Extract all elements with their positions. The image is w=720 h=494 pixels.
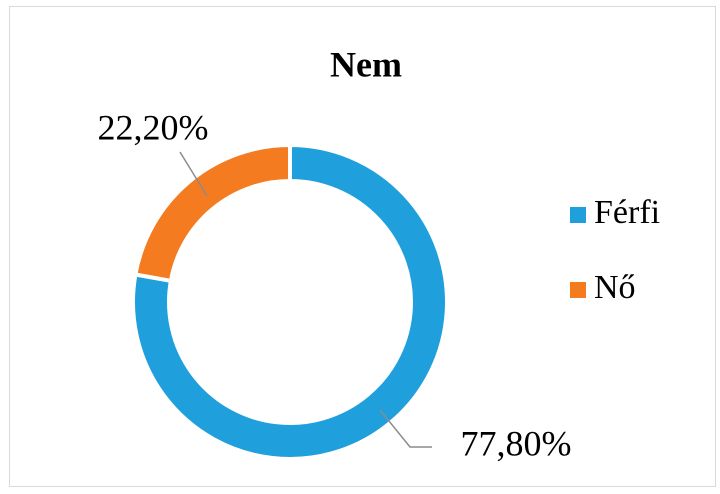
legend-swatch bbox=[570, 207, 586, 223]
donut-segment bbox=[131, 142, 449, 461]
leader-line bbox=[179, 151, 208, 197]
chart-title: Nem bbox=[330, 44, 402, 84]
legend-label: Férfi bbox=[594, 194, 660, 231]
data-label: 22,20% bbox=[98, 107, 209, 147]
leader-line bbox=[379, 409, 432, 448]
legend-swatch bbox=[570, 282, 586, 298]
data-label: 77,80% bbox=[461, 423, 572, 463]
legend-label: Nő bbox=[594, 269, 636, 306]
donut-segment bbox=[133, 142, 292, 284]
